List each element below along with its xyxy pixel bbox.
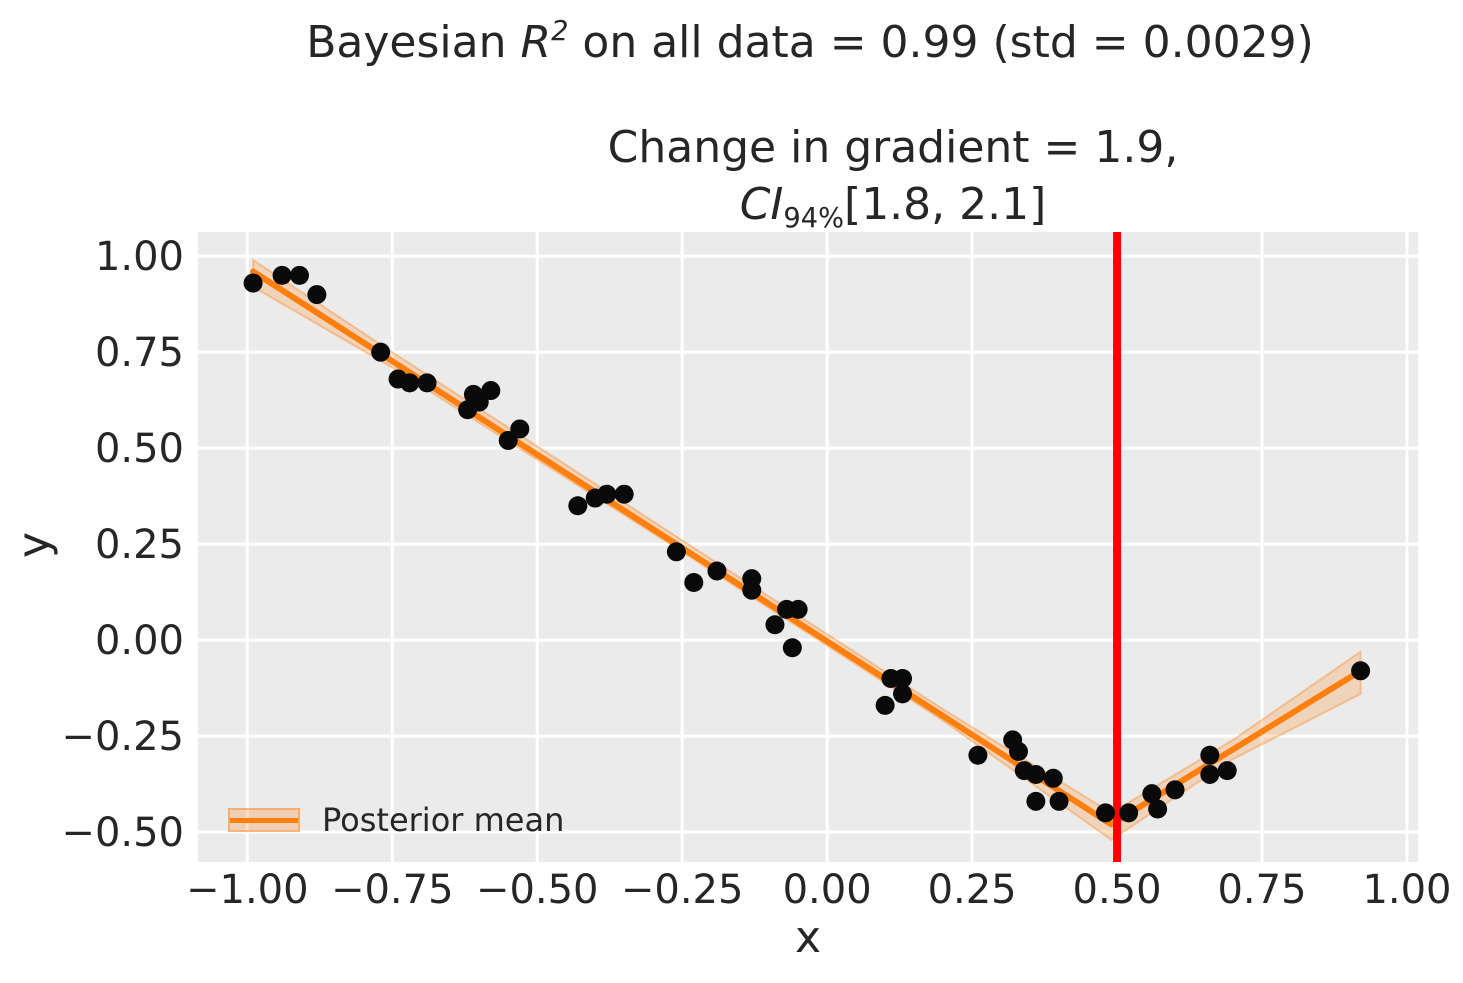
legend: Posterior mean (228, 801, 564, 839)
data-point (469, 392, 489, 412)
y-tick-label: 0.75 (95, 330, 184, 376)
figure-title: Bayesian R2 on all data = 0.99 (std = 0.… (306, 16, 1314, 68)
data-point (968, 745, 988, 765)
data-point (289, 265, 309, 285)
x-tick-label: −0.75 (331, 867, 454, 913)
data-point (597, 484, 617, 504)
data-point (782, 638, 802, 658)
data-point (481, 381, 501, 401)
data-point (568, 496, 588, 516)
data-point (666, 542, 686, 562)
title-fragment: 94% (783, 202, 845, 234)
y-tick-label: 0.50 (95, 426, 184, 472)
data-point (1043, 768, 1063, 788)
data-point (510, 419, 530, 439)
legend-line-icon (230, 817, 298, 823)
legend-band-swatch-icon (228, 808, 300, 832)
data-point (707, 561, 727, 581)
data-point (272, 265, 292, 285)
data-point (1165, 780, 1185, 800)
title-fragment: 2 (551, 16, 569, 48)
x-tick-label: 0.00 (783, 867, 872, 913)
axes-title-line2: CI94%[1.8, 2.1] (608, 176, 1179, 239)
data-point (614, 484, 634, 504)
x-axis-label: x (794, 912, 822, 963)
data-point (893, 684, 913, 704)
data-point (1142, 784, 1162, 804)
title-fragment: R (520, 17, 552, 68)
data-point (307, 285, 327, 305)
data-point (1351, 661, 1371, 681)
axes-title-line1: Change in gradient = 1.9, (607, 122, 1179, 173)
data-point (1200, 764, 1220, 784)
data-point (1217, 761, 1237, 781)
x-tick-label: −0.25 (621, 867, 744, 913)
title-fragment: on all data = 0.99 (std = 0.0029) (568, 17, 1314, 68)
x-tick-label: −0.50 (476, 867, 599, 913)
data-point (371, 342, 391, 362)
data-point (765, 615, 785, 635)
data-point (1095, 803, 1115, 823)
title-fragment: Bayesian (306, 17, 521, 68)
credible-band (252, 258, 1362, 841)
title-fragment: CI (739, 179, 784, 230)
x-tick-label: 0.50 (1073, 867, 1162, 913)
data-point (788, 599, 808, 619)
data-point (1148, 799, 1168, 819)
data-point (1200, 745, 1220, 765)
axes-title: Change in gradient = 1.9, CI94%[1.8, 2.1… (608, 119, 1179, 239)
y-tick-label: −0.50 (61, 810, 184, 856)
data-point (417, 373, 437, 393)
x-tick-label: 0.75 (1217, 867, 1306, 913)
data-point (498, 430, 518, 450)
y-tick-label: 1.00 (95, 234, 184, 280)
legend-label: Posterior mean (322, 801, 565, 839)
data-point (893, 668, 913, 688)
data-point (400, 373, 420, 393)
data-point (1026, 791, 1046, 811)
data-point (875, 695, 895, 715)
data-point (742, 580, 762, 600)
posterior-mean-line (250, 268, 1364, 828)
data-point (1049, 791, 1069, 811)
data-point (684, 573, 704, 593)
x-tick-label: −1.00 (186, 867, 309, 913)
x-tick-label: 0.25 (928, 867, 1017, 913)
y-tick-label: −0.25 (61, 714, 184, 760)
y-tick-label: 0.00 (95, 618, 184, 664)
title-fragment: [1.8, 2.1] (844, 179, 1047, 230)
y-tick-label: 0.25 (95, 522, 184, 568)
data-point (243, 273, 263, 293)
data-point (1026, 764, 1046, 784)
data-point (1008, 741, 1028, 761)
y-axis-label: y (8, 531, 60, 559)
x-tick-label: 1.00 (1362, 867, 1451, 913)
data-point (1119, 803, 1139, 823)
